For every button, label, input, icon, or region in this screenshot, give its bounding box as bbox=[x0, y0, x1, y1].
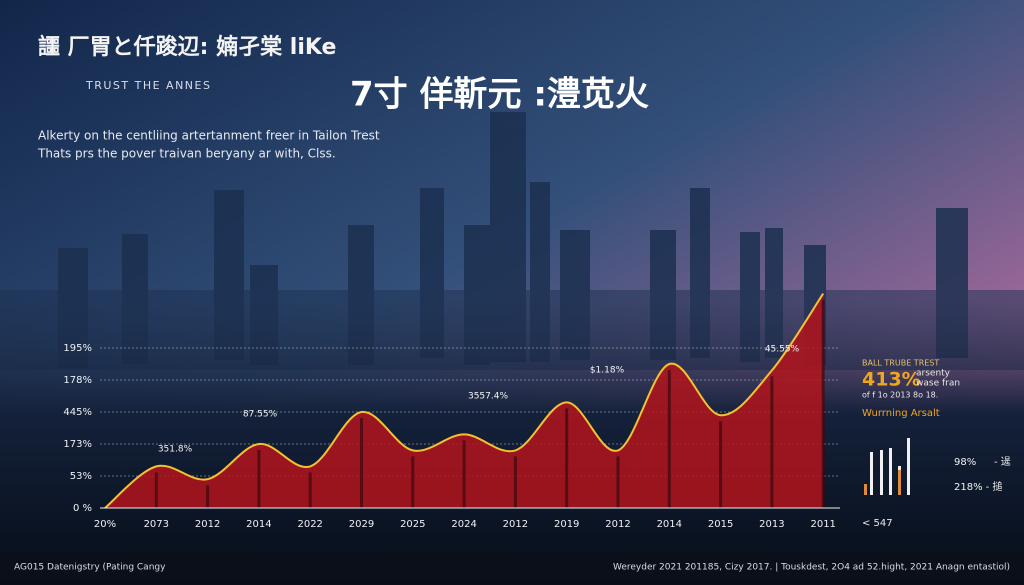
area-fill bbox=[105, 293, 824, 508]
x-tick-label: 2025 bbox=[400, 519, 425, 530]
y-tick-label: 173% bbox=[63, 439, 92, 450]
description: Alkerty on the centliing artertanment fr… bbox=[38, 129, 380, 143]
x-tick-label: 2014 bbox=[246, 519, 271, 530]
description: Thats prs the pover traivan beryany ar w… bbox=[37, 147, 336, 161]
x-tick-label: 2024 bbox=[451, 519, 476, 530]
x-tick-label: 2013 bbox=[759, 519, 784, 530]
mini-bars bbox=[864, 438, 910, 495]
ground-shade bbox=[0, 300, 1024, 585]
panel-note: arsenty bbox=[916, 369, 951, 379]
y-tick-label: 53% bbox=[70, 471, 92, 482]
stat-value: 98% bbox=[954, 457, 976, 468]
x-tick-label: 2012 bbox=[195, 519, 220, 530]
x-tick-label: 2012 bbox=[503, 519, 528, 530]
subtitle: TRUST THE ANNES bbox=[85, 79, 211, 92]
y-tick-label: 195% bbox=[63, 343, 92, 354]
panel-value: 413% bbox=[862, 369, 921, 391]
title: 讍 厂胃と仟踆辺: 婻孑棠 liKe bbox=[38, 34, 336, 60]
panel-note: of f 1o 2013 8o 18. bbox=[862, 391, 938, 400]
annotation: 351.8% bbox=[158, 445, 193, 455]
panel-footnote: < 547 bbox=[862, 518, 893, 529]
x-tick-label: 2012 bbox=[605, 519, 630, 530]
headline: 7寸 佯靳元 :澧苋火 bbox=[350, 75, 649, 115]
panel-label: BALL TRUBE TREST bbox=[862, 359, 939, 368]
annotation: 87.55% bbox=[243, 410, 278, 420]
x-tick-label: 2019 bbox=[554, 519, 579, 530]
footer-left: AG015 Datenigstry (Pating Cangy bbox=[14, 563, 166, 573]
x-tick-label: 2011 bbox=[810, 519, 835, 530]
footer-bar bbox=[0, 553, 1024, 585]
y-tick-label: 445% bbox=[63, 407, 92, 418]
chart: 0 % 53% 173% 445% 178% 195% 20% 2073 2012 2014 202… bbox=[63, 293, 840, 530]
panel-note: wase fran bbox=[916, 379, 960, 389]
line bbox=[104, 293, 825, 509]
x-tick-label: 2029 bbox=[349, 519, 374, 530]
y-tick-label: 0 % bbox=[73, 503, 92, 514]
annotation: 45.55% bbox=[765, 345, 800, 355]
stat-unit: - 遈 bbox=[994, 456, 1011, 468]
x-tick-label: 2022 bbox=[297, 519, 322, 530]
x-tick-label: 2073 bbox=[144, 519, 169, 530]
annotation: $1.18% bbox=[590, 366, 625, 376]
annotation: 3557.4% bbox=[468, 392, 508, 402]
x-tick-label: 20% bbox=[94, 519, 116, 530]
panel-heading: Wurrning Arsalt bbox=[862, 408, 940, 419]
y-tick-label: 178% bbox=[63, 375, 92, 386]
stat-unit: - 搥 bbox=[986, 480, 1003, 493]
x-tick-label: 2014 bbox=[657, 519, 682, 530]
stat-value: 218% bbox=[954, 482, 983, 493]
x-tick-label: 2015 bbox=[708, 519, 733, 530]
footer-right: Wereyder 2021 201185, Cizy 2017. | Tousk… bbox=[613, 563, 1010, 573]
